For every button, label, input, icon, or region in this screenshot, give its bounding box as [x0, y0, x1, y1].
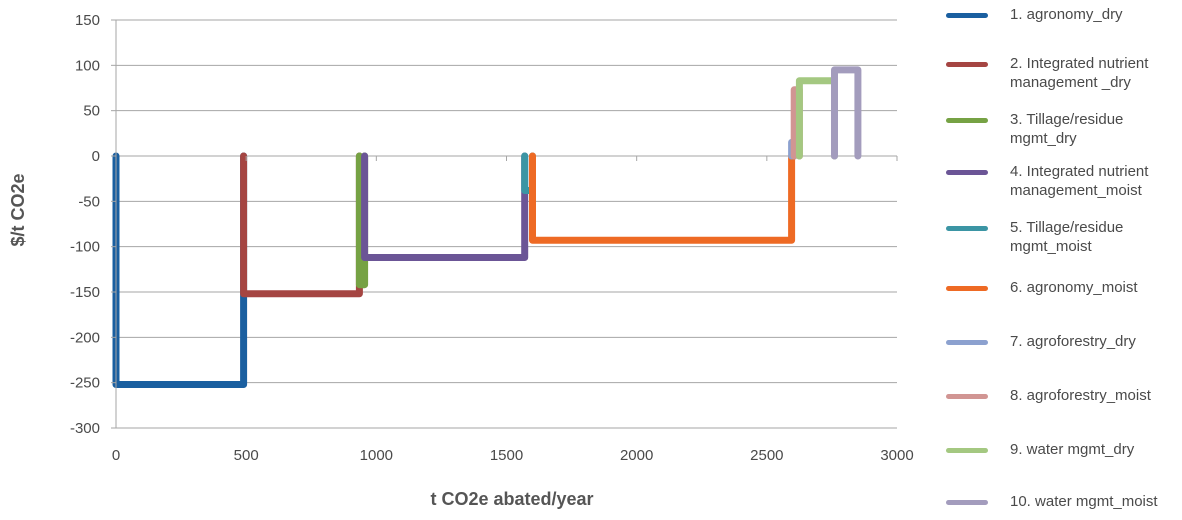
legend-swatch	[946, 170, 988, 175]
x-tick-label: 0	[112, 447, 120, 464]
legend-label: 5. Tillage/residue mgmt_moist	[1010, 219, 1124, 255]
y-tick-label: -50	[78, 193, 100, 210]
y-tick-label: -100	[70, 239, 100, 256]
y-tick-label: -250	[70, 375, 100, 392]
series-line-1	[112, 152, 248, 388]
legend-swatch	[946, 500, 988, 505]
legend-item: 3. Tillage/residue mgmt_dry	[940, 110, 1180, 148]
legend-label: 7. agroforestry_dry	[1010, 333, 1136, 350]
legend-swatch	[946, 340, 988, 345]
legend-label: 2. Integrated nutrient management _dry	[1010, 55, 1149, 91]
legend-item: 9. water mgmt_dry	[940, 440, 1180, 459]
legend-swatch	[946, 226, 988, 231]
series-line-10	[831, 66, 862, 160]
legend-label: 8. agroforestry_moist	[1010, 387, 1151, 404]
x-tick-label: 3000	[880, 447, 913, 464]
x-tick-label: 1500	[490, 447, 523, 464]
x-tick-label: 2500	[750, 447, 783, 464]
x-tick-label: 2000	[620, 447, 653, 464]
x-axis-title: t CO2e abated/year	[430, 489, 593, 509]
series-line-9	[795, 77, 838, 160]
legend-label: 9. water mgmt_dry	[1010, 441, 1135, 458]
legend: 1. agronomy_dry 2. Integrated nutrient ma…	[940, 0, 1182, 520]
legend-swatch	[946, 448, 988, 453]
legend-item: 5. Tillage/residue mgmt_moist	[940, 218, 1180, 256]
legend-label: 6. agronomy_moist	[1010, 279, 1138, 296]
y-tick-label: -200	[70, 329, 100, 346]
legend-label: 1. agronomy_dry	[1010, 6, 1123, 23]
y-tick-label: 0	[92, 148, 100, 165]
legend-label: 4. Integrated nutrient management_moist	[1010, 163, 1149, 199]
legend-swatch	[946, 118, 988, 123]
y-tick-label: -300	[70, 420, 100, 437]
legend-swatch	[946, 62, 988, 67]
series-line-4	[361, 152, 529, 261]
legend-item: 7. agroforestry_dry	[940, 332, 1180, 351]
legend-swatch	[946, 13, 988, 18]
series-line-2	[240, 152, 363, 298]
y-tick-label: 150	[75, 12, 100, 29]
legend-swatch	[946, 394, 988, 399]
gridlines	[116, 19, 897, 429]
legend-label: 3. Tillage/residue mgmt_dry	[1010, 111, 1124, 147]
y-axis-title: $/t CO2e	[8, 173, 28, 246]
y-tick-label: -150	[70, 284, 100, 301]
legend-item: 1. agronomy_dry	[940, 5, 1180, 24]
y-tick-label: 50	[83, 103, 100, 120]
x-tick-label: 500	[234, 447, 259, 464]
legend-item: 6. agronomy_moist	[940, 278, 1180, 297]
x-tick-label: 1000	[360, 447, 393, 464]
legend-swatch	[946, 286, 988, 291]
legend-item: 10. water mgmt_moist	[940, 492, 1180, 511]
legend-item: 2. Integrated nutrient management _dry	[940, 54, 1180, 92]
series-line-6	[529, 152, 796, 244]
legend-label: 10. water mgmt_moist	[1010, 493, 1158, 510]
legend-item: 4. Integrated nutrient management_moist	[940, 162, 1180, 200]
y-tick-label: 100	[75, 57, 100, 74]
legend-item: 8. agroforestry_moist	[940, 386, 1180, 405]
